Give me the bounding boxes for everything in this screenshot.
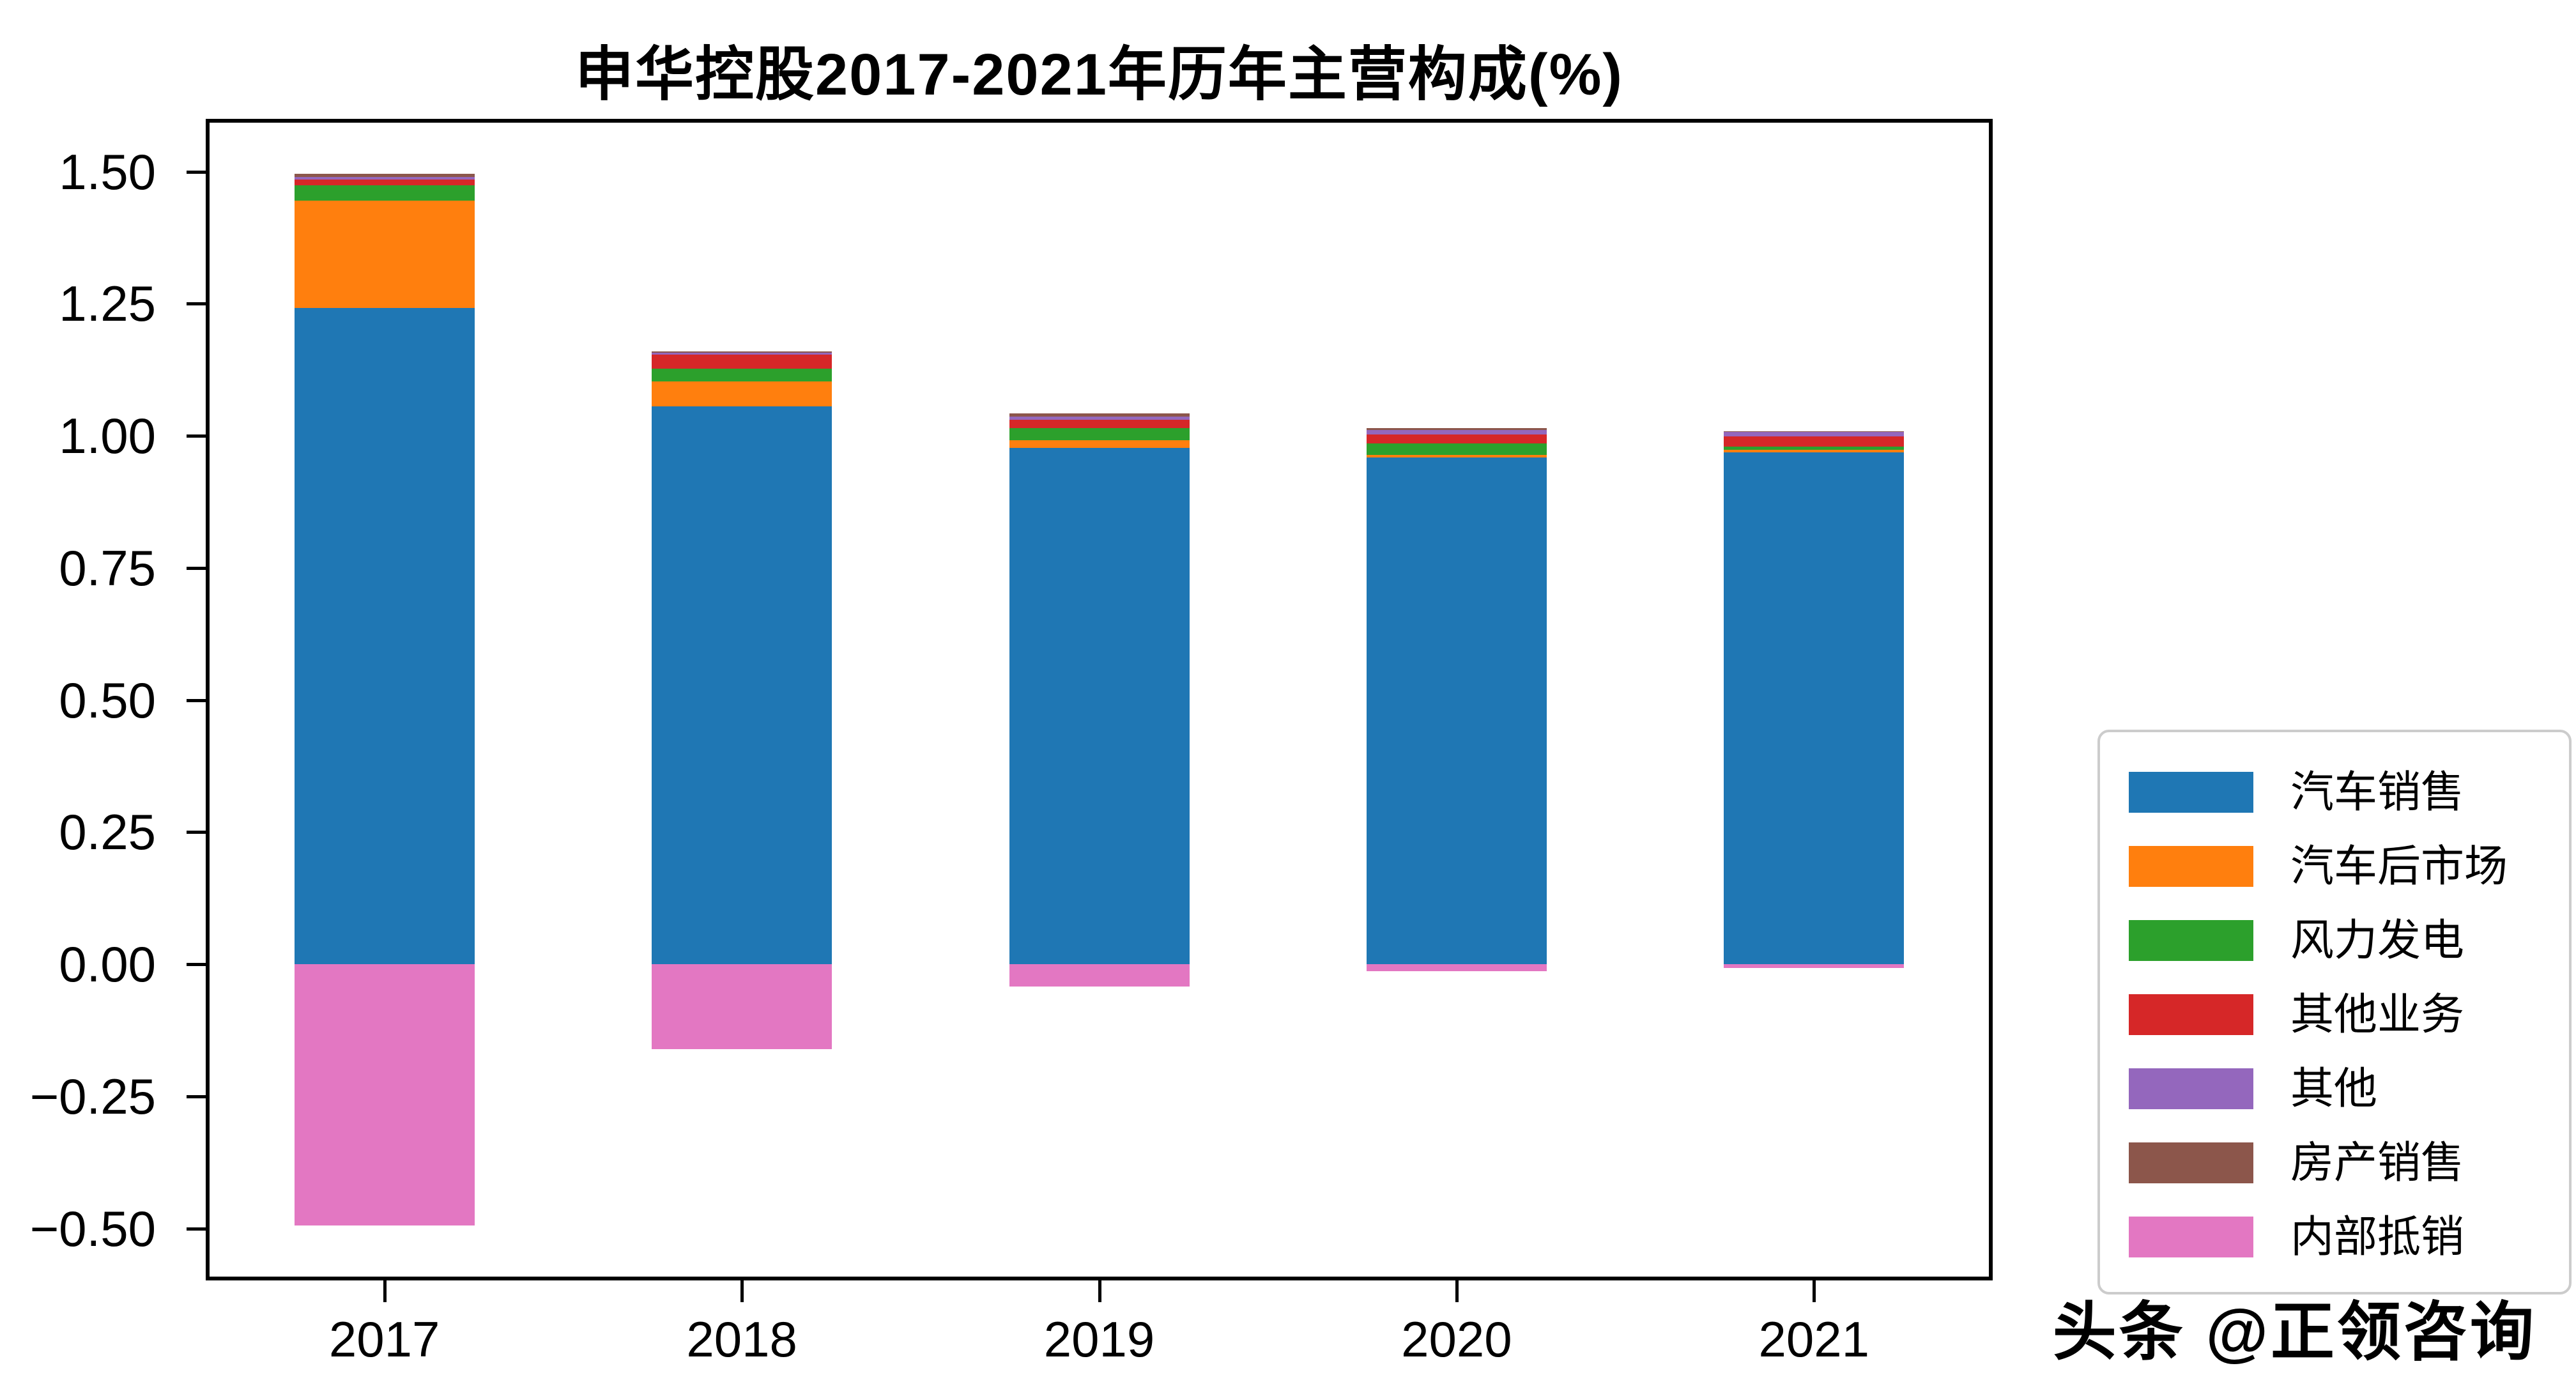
bar-segment (652, 406, 832, 964)
legend-swatch (2129, 1142, 2253, 1183)
legend: 汽车销售汽车后市场风力发电其他业务其他房产销售内部抵销 (2097, 730, 2572, 1294)
x-tick-mark (1455, 1280, 1459, 1302)
y-tick-label: −0.25 (29, 1068, 156, 1125)
y-tick-mark (187, 698, 206, 702)
bar-segment (1724, 436, 1905, 447)
bar-segment (652, 964, 832, 1050)
legend-item: 其他业务 (2100, 978, 2569, 1052)
legend-item: 内部抵销 (2100, 1200, 2569, 1274)
bar-segment (652, 381, 832, 406)
bar-segment (1366, 964, 1547, 971)
y-tick-mark (187, 434, 206, 438)
bar-segment (1724, 432, 1905, 436)
x-tick-mark (740, 1280, 744, 1302)
bar-segment (1366, 457, 1547, 964)
y-tick-label: 0.75 (59, 539, 156, 596)
bar-segment (1366, 429, 1547, 435)
bar-segment (1366, 454, 1547, 457)
legend-label: 汽车销售 (2290, 768, 2465, 817)
legend-swatch (2129, 920, 2253, 961)
bar-segment (1366, 443, 1547, 455)
legend-label: 汽车后市场 (2290, 842, 2508, 891)
legend-item: 其他 (2100, 1052, 2569, 1126)
legend-label: 房产销售 (2290, 1139, 2465, 1187)
bar-segment (652, 368, 832, 381)
y-tick-label: 1.00 (59, 408, 156, 464)
y-tick-mark (187, 302, 206, 306)
y-tick-label: 0.25 (59, 804, 156, 861)
legend-swatch (2129, 994, 2253, 1035)
y-tick-label: 1.25 (59, 275, 156, 332)
bar-segment (294, 307, 475, 964)
bar-segment (294, 964, 475, 1226)
x-tick-label: 2017 (328, 1311, 440, 1367)
bar-segment (652, 355, 832, 369)
x-tick-mark (1813, 1280, 1816, 1302)
y-tick-label: −0.50 (29, 1200, 156, 1257)
y-tick-label: 1.50 (59, 143, 156, 200)
legend-item: 房产销售 (2100, 1126, 2569, 1200)
legend-label: 内部抵销 (2290, 1213, 2465, 1261)
bar-segment (1009, 440, 1190, 448)
x-tick-mark (383, 1280, 387, 1302)
bar-segment (294, 179, 475, 185)
legend-swatch (2129, 1068, 2253, 1109)
y-tick-mark (187, 831, 206, 834)
legend-item: 风力发电 (2100, 903, 2569, 978)
legend-swatch (2129, 846, 2253, 887)
bar-segment (1366, 428, 1547, 430)
legend-item: 汽车销售 (2100, 755, 2569, 829)
bar-segment (294, 173, 475, 177)
bar-segment (1009, 964, 1190, 987)
legend-item: 汽车后市场 (2100, 829, 2569, 903)
y-tick-mark (187, 1227, 206, 1231)
bar-segment (1009, 420, 1190, 429)
y-tick-label: 0.00 (59, 936, 156, 992)
legend-label: 其他 (2290, 1064, 2378, 1113)
legend-label: 风力发电 (2290, 916, 2465, 965)
bar-segment (1009, 428, 1190, 440)
x-tick-label: 2019 (1043, 1311, 1155, 1367)
bar-segment (1724, 431, 1905, 433)
y-tick-mark (187, 963, 206, 966)
bar-segment (1724, 452, 1905, 964)
legend-swatch (2129, 772, 2253, 813)
bar-segment (294, 185, 475, 201)
bar-segment (294, 200, 475, 308)
legend-swatch (2129, 1217, 2253, 1257)
legend-label: 其他业务 (2290, 990, 2465, 1039)
y-tick-label: 0.50 (59, 672, 156, 728)
bar-segment (1009, 413, 1190, 417)
watermark: 头条 @正领咨询 (2052, 1296, 2536, 1368)
bar-segment (652, 351, 832, 353)
x-tick-label: 2020 (1401, 1311, 1512, 1367)
bar-segment (1724, 964, 1905, 968)
bar-segment (1009, 448, 1190, 964)
x-tick-label: 2018 (686, 1311, 797, 1367)
bar-segment (1724, 447, 1905, 450)
y-tick-mark (187, 1095, 206, 1098)
chart-title: 申华控股2017-2021年历年主营构成(%) (574, 42, 1624, 107)
bar-segment (1724, 450, 1905, 453)
y-tick-mark (187, 566, 206, 570)
x-tick-label: 2021 (1758, 1311, 1870, 1367)
bar-segment (1366, 434, 1547, 443)
bar-segment (652, 353, 832, 355)
bar-segment (294, 176, 475, 180)
x-tick-mark (1098, 1280, 1101, 1302)
bar-segment (1009, 417, 1190, 420)
y-tick-mark (187, 170, 206, 174)
